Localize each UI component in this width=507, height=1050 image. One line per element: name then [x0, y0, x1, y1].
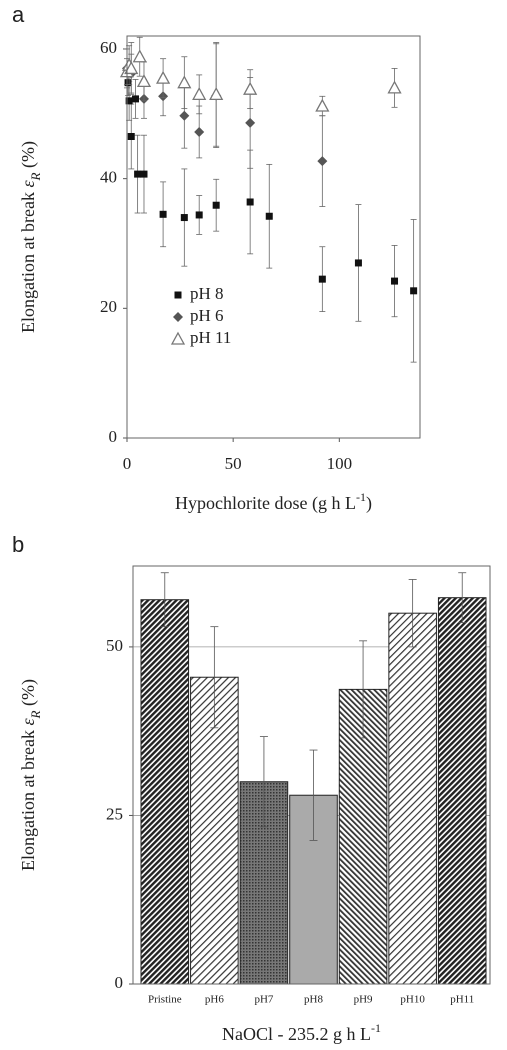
- point: [354, 259, 362, 267]
- label-part: ε: [18, 180, 38, 188]
- legend-marker: [174, 291, 182, 299]
- point: [317, 156, 328, 167]
- bar: [437, 597, 487, 985]
- point: [180, 214, 188, 222]
- point: [315, 98, 330, 112]
- point: [318, 275, 326, 283]
- point: [140, 170, 148, 178]
- point: [127, 133, 135, 140]
- point: [132, 49, 147, 63]
- label-part: -1: [356, 490, 366, 504]
- x-tick-label: pH8: [304, 994, 323, 1006]
- point: [391, 277, 399, 285]
- label-part: Hypochlorite dose (g h L: [175, 493, 356, 514]
- x-tick-label: 50: [225, 454, 242, 473]
- label-part: Elongation at break: [18, 726, 38, 871]
- legend-marker: [173, 312, 183, 322]
- y-tick-label: 40: [100, 168, 117, 187]
- panel-label: b: [12, 532, 24, 557]
- label-part: ε: [18, 718, 38, 726]
- legend-label: pH 8: [190, 284, 224, 303]
- y-tick-label: 20: [100, 297, 117, 316]
- legend-label: pH 11: [190, 328, 231, 347]
- x-tick-label: 100: [327, 454, 353, 473]
- point: [195, 211, 203, 219]
- x-tick-label: pH9: [354, 994, 373, 1006]
- point: [179, 110, 190, 121]
- label-part: NaOCl - 235.2 g h L: [222, 1024, 371, 1044]
- x-tick-label: pH6: [205, 994, 224, 1006]
- point: [136, 74, 152, 88]
- panel-label: a: [12, 2, 25, 27]
- x-tick-label: 0: [123, 454, 132, 473]
- label-part: (%): [18, 141, 39, 172]
- point: [192, 86, 207, 101]
- bar: [338, 688, 388, 985]
- y-tick-label: 50: [106, 636, 123, 655]
- y-tick-label: 25: [106, 804, 123, 823]
- point: [209, 86, 224, 101]
- x-tick-label: Pristine: [148, 994, 182, 1006]
- bar: [140, 599, 190, 985]
- legend-label: pH 6: [190, 306, 224, 325]
- point: [243, 81, 258, 95]
- plot-frame: [132, 565, 491, 985]
- y-axis-label: Elongation at break εR (%): [18, 679, 43, 871]
- point: [159, 210, 167, 218]
- point: [387, 80, 402, 94]
- y-tick-label: 0: [115, 973, 124, 992]
- point: [124, 79, 132, 87]
- legend-marker: [170, 331, 186, 345]
- label-part: (%): [18, 679, 39, 710]
- x-tick-label: pH7: [254, 994, 273, 1006]
- y-axis-label: Elongation at break εR (%): [18, 141, 43, 333]
- point: [131, 95, 139, 103]
- point: [212, 201, 220, 209]
- point: [125, 97, 133, 105]
- point: [177, 75, 192, 89]
- label-part: R: [28, 172, 43, 181]
- x-axis-label: Hypochlorite dose (g h L-1): [175, 490, 372, 514]
- bar: [388, 612, 437, 985]
- label-part: ): [366, 493, 372, 514]
- point: [155, 70, 171, 84]
- point: [410, 287, 418, 295]
- x-tick-label: pH10: [400, 994, 425, 1006]
- x-axis-label: NaOCl - 235.2 g h L-1: [222, 1021, 381, 1044]
- y-tick-label: 60: [100, 38, 117, 57]
- point: [245, 117, 256, 128]
- label-part: -1: [371, 1021, 381, 1035]
- label-part: R: [28, 710, 43, 719]
- label-part: Elongation at break: [18, 188, 38, 333]
- point: [124, 61, 139, 75]
- point: [246, 198, 254, 206]
- point: [134, 170, 142, 178]
- point: [194, 126, 205, 137]
- x-tick-label: pH11: [450, 994, 474, 1006]
- plot-frame: [126, 35, 421, 439]
- y-tick-label: 0: [109, 427, 118, 446]
- point: [265, 212, 273, 220]
